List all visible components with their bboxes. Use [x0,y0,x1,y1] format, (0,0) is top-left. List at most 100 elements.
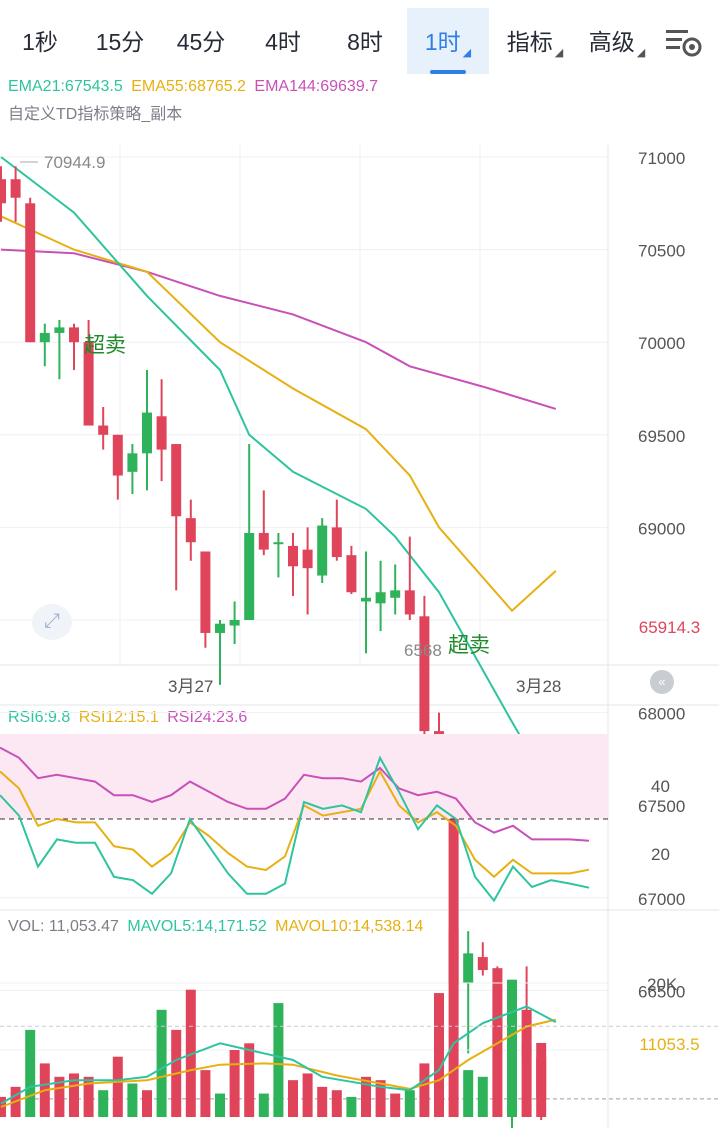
candle-body [185,518,196,543]
rsi6-legend: RSI6:9.8 [8,709,71,726]
tab-45m[interactable]: 45分 [160,8,242,74]
volume-bar [156,1009,167,1117]
volume-bar [83,1076,94,1117]
candle-body [200,551,211,633]
expand-icon[interactable]: ⤢ [32,604,72,640]
candle-body [419,616,430,732]
tab-4h[interactable]: 4时 [242,8,324,74]
mavol5-legend: MAVOL5:14,171.52 [127,918,267,935]
candle-body [317,525,328,576]
candle-body [477,957,488,971]
tab-15m[interactable]: 15分 [80,8,160,74]
candle-body [390,590,401,598]
candle-body [10,179,21,198]
candle-body [25,203,36,343]
tab-advanced[interactable]: 高级 ◢ [576,8,658,74]
vol-legend: VOL: 11,053.47 [8,918,119,935]
tab-1h[interactable]: 1时 ◢ [407,8,489,74]
price-tick-label: 70500 [638,242,685,261]
high-price-label: 70944.9 [44,153,105,172]
candle-body [215,623,225,633]
rsi6-line [0,755,590,903]
rsi-tick-label: 40 [651,777,670,796]
candle-body [39,332,50,343]
price-tick-label: 71000 [638,149,685,168]
volume-bar [185,989,196,1117]
candle-body [302,549,313,569]
tab-indicators[interactable]: 指标 ◢ [494,8,576,74]
dropdown-triangle-icon: ◢ [462,47,472,59]
tab-label: 指标 [506,29,553,55]
candle-body [448,768,459,985]
volume-bar [112,1056,123,1117]
tab-1s[interactable]: 1秒 [0,8,80,74]
price-tick-label: 68000 [638,705,685,724]
candle-body [273,542,284,545]
last-price-tag: 65914.3 [620,615,719,641]
volume-bar [361,1076,371,1117]
candle-body [127,453,138,472]
volume-bar [477,1076,488,1117]
dropdown-triangle-icon: ◢ [554,47,564,59]
vol-tick-label: 20K [647,975,678,994]
candle-body [463,953,474,983]
volume-bar [536,1042,547,1117]
volume-bar [54,1076,65,1117]
oversold-label: 超卖 [84,334,126,357]
candle-body [98,425,109,435]
scroll-to-start-icon[interactable]: « [650,670,674,694]
rsi12-line [0,769,590,879]
volume-bar [375,1080,386,1117]
volume-bar [258,1093,269,1117]
volume-bar [507,979,517,1117]
rsi24-line [0,746,590,842]
tab-label: 45分 [176,29,226,55]
candle-body [171,444,182,517]
volume-bar [346,1096,357,1117]
tab-label: 1秒 [22,29,58,55]
volume-bar [317,1086,328,1117]
price-tick-label: 70000 [638,334,685,353]
tab-8h[interactable]: 8时 [324,8,406,74]
price-tick-label: 67000 [638,890,685,909]
volume-bar [273,1003,284,1117]
timeframe-tabbar: 1秒 15分 45分 4时 8时 1时 ◢ 指标 ◢ 高级 ◢ [0,0,719,76]
candle-body [142,412,152,454]
volume-bar [69,1073,79,1117]
chart-settings-icon[interactable] [664,24,704,60]
volume-legend: VOL: 11,053.47 MAVOL5:14,171.52 MAVOL10:… [8,918,427,936]
last-volume-tag: 11053.5 [620,1032,719,1058]
ema21-legend: EMA21:67543.5 [8,78,123,95]
indicator-subtitle: 自定义TD指标策略_副本 [8,106,183,123]
candle-body [83,342,94,426]
price-tick-label: 67500 [638,797,685,816]
volume-bar [127,1083,138,1117]
candle-body [288,545,298,567]
tab-label: 15分 [95,29,145,55]
candle-body [54,327,65,333]
volume-bar [434,993,444,1117]
tab-label: 4时 [265,29,301,55]
tab-label: 高级 [588,29,635,55]
ema55-legend: EMA55:68765.2 [131,78,246,95]
mavol10-line [0,1018,557,1108]
price-tick-label: 66500 [638,982,685,1001]
volume-bar [390,1093,401,1117]
tab-label: 1时 [424,29,461,55]
candle-body [244,532,255,620]
volume-bar [463,1070,474,1117]
candle-body [258,532,269,550]
volume-bar [302,1073,313,1117]
candle-body [492,968,503,1045]
price-tick-label: 69500 [638,427,685,446]
ema21-line [0,156,557,798]
volume-bar [98,1090,109,1117]
volume-bar [200,1070,211,1117]
mavol10-legend: MAVOL10:14,538.14 [275,918,424,935]
candle-body [346,555,357,593]
candle-body [375,592,386,604]
ema144-line [0,248,557,410]
volume-bar [331,1090,342,1117]
volume-bar [492,1016,503,1117]
